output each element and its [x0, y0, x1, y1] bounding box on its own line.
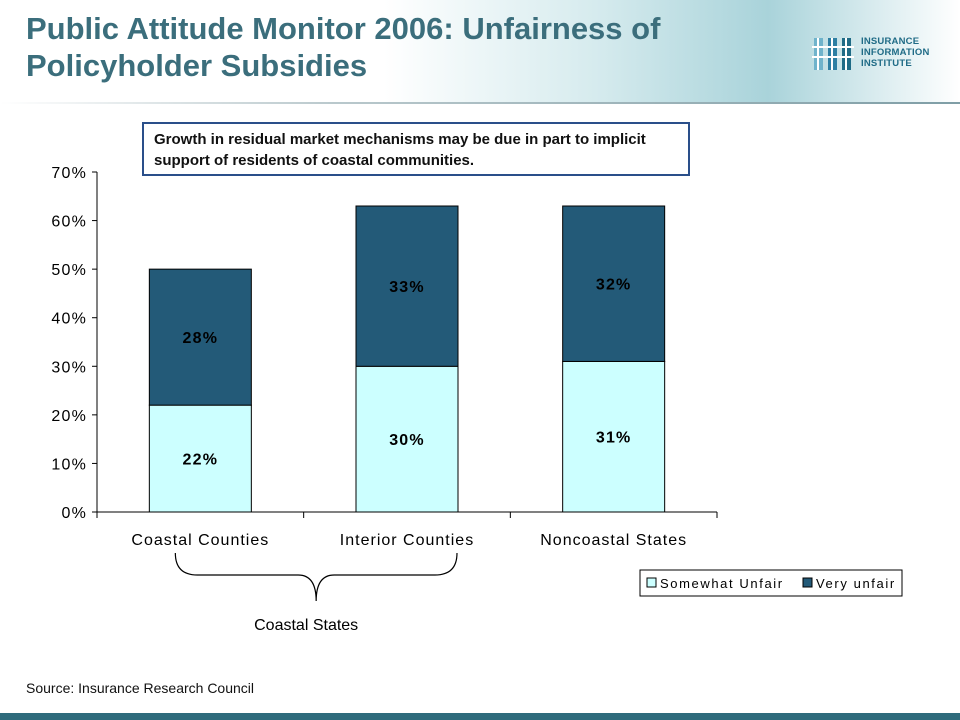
legend-swatch: [646, 577, 657, 588]
data-label: 28%: [183, 330, 219, 347]
y-tick-label: 70%: [51, 165, 87, 182]
x-category-label: Interior Counties: [340, 532, 474, 549]
coastal-states-bracket: [174, 552, 458, 602]
logo-line-3: INSTITUTE: [861, 58, 912, 69]
iii-logo: INSURANCE INFORMATION INSTITUTE: [812, 34, 952, 74]
slide-title: Public Attitude Monitor 2006: Unfairness…: [26, 11, 661, 83]
x-category-label: Coastal Counties: [131, 532, 269, 549]
y-tick-label: 10%: [51, 456, 87, 473]
logo-text: INSURANCE INFORMATION INSTITUTE: [861, 36, 930, 69]
logo-line-2: INFORMATION: [861, 47, 930, 58]
data-label: 32%: [596, 277, 632, 294]
legend-swatch: [802, 577, 813, 588]
callout-box: Growth in residual market mechanisms may…: [142, 122, 690, 176]
data-label: 22%: [183, 452, 219, 469]
bracket-label: Coastal States: [254, 617, 358, 634]
bar-somewhat-unfair: [355, 365, 459, 513]
header-rule: [0, 102, 960, 104]
iii-logo-icon: [812, 38, 854, 70]
y-tick-label: 40%: [51, 311, 87, 328]
y-tick-label: 60%: [51, 214, 87, 231]
bar-somewhat-unfair: [148, 404, 252, 513]
bar-very-unfair: [355, 205, 459, 367]
y-tick-label: 50%: [51, 262, 87, 279]
y-tick-label: 0%: [61, 505, 87, 522]
data-label: 33%: [389, 279, 425, 296]
source-note: Source: Insurance Research Council: [26, 680, 255, 696]
bar-very-unfair: [148, 268, 252, 406]
legend-label: Somewhat Unfair: [660, 576, 784, 591]
header-band: [0, 0, 960, 104]
bar-very-unfair: [562, 205, 666, 362]
legend-box: [639, 569, 903, 597]
data-label: 30%: [389, 432, 425, 449]
data-label: 31%: [596, 430, 632, 447]
y-tick-label: 30%: [51, 359, 87, 376]
logo-line-1: INSURANCE: [861, 36, 920, 47]
bar-somewhat-unfair: [562, 360, 666, 513]
legend-label: Very unfair: [816, 576, 896, 591]
x-category-label: Noncoastal States: [540, 532, 687, 549]
bottom-bar: [0, 713, 960, 720]
y-tick-label: 20%: [51, 408, 87, 425]
